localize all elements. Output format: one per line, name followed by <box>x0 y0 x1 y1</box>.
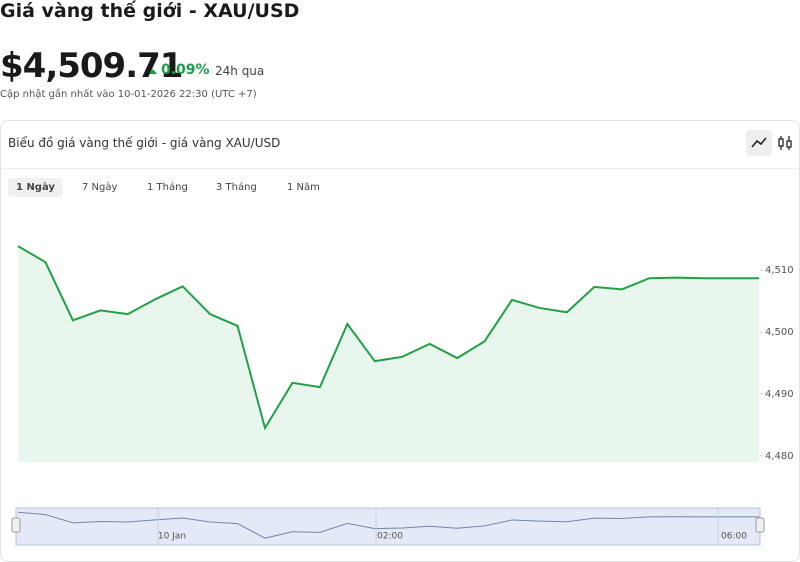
divider <box>0 168 800 169</box>
price-line <box>17 245 759 431</box>
navigator-line <box>17 511 759 539</box>
area-fill <box>18 246 759 462</box>
range-tab[interactable]: 3 Tháng <box>216 182 257 193</box>
updated-time: Cập nhật gần nhất vào 10-01-2026 22:30 (… <box>0 89 257 100</box>
y-tick-label: 4,510 <box>765 265 794 276</box>
range-tab[interactable]: 1 Tháng <box>147 182 188 193</box>
range-tab[interactable]: 1 Ngày <box>8 178 63 197</box>
change-period: 24h qua <box>215 64 265 78</box>
navigator-handle[interactable] <box>11 517 21 533</box>
page-title: Giá vàng thế giới - XAU/USD <box>0 0 300 22</box>
navigator-handle[interactable] <box>755 517 765 533</box>
chart-mode-buttons <box>746 130 792 156</box>
candle-mode-button[interactable] <box>778 136 792 150</box>
line-icon <box>751 137 767 148</box>
navigator-label: 02:00 <box>377 532 403 542</box>
range-tab[interactable]: 1 Năm <box>287 182 320 193</box>
price: $4,509.71 <box>0 46 183 86</box>
y-tick-label: 4,490 <box>765 389 794 400</box>
up-arrow <box>149 69 157 74</box>
chart: 4,480 4,490 4,500 4,510 10 Jan 02:00 06:00 <box>11 245 794 546</box>
y-tick-label: 4,500 <box>765 327 794 338</box>
navigator-label: 10 Jan <box>158 532 186 542</box>
y-tick-label: 4,480 <box>765 451 794 462</box>
navigator-label: 06:00 <box>721 532 747 542</box>
range-tab[interactable]: 7 Ngày <box>82 182 118 193</box>
card-title: Biểu đồ giá vàng thế giới - giá vàng XAU… <box>8 136 281 150</box>
change: 0.09% <box>161 62 210 78</box>
